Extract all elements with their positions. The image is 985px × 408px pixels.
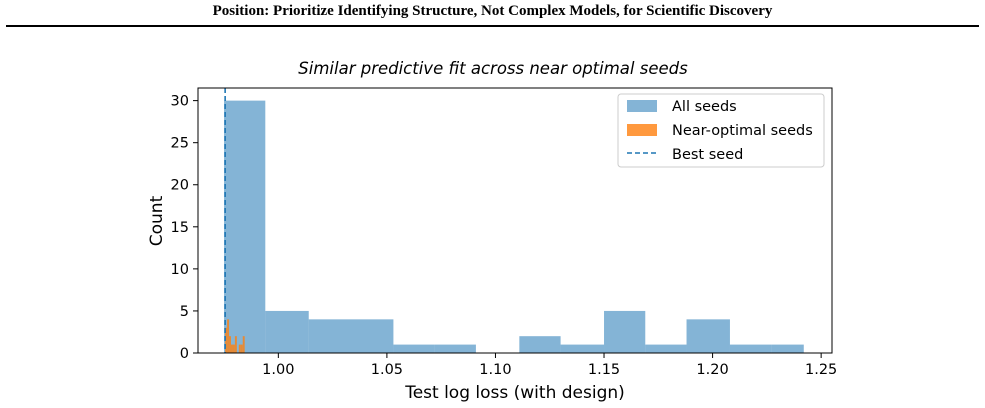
y-tick-label: 5: [180, 304, 189, 320]
y-tick-label: 10: [171, 262, 189, 278]
y-tick-label: 30: [171, 94, 189, 110]
legend-box: [617, 93, 825, 168]
legend-label-near-optimal: Near-optimal seeds: [672, 123, 813, 139]
legend: All seeds Near-optimal seeds Best seed: [617, 93, 825, 168]
near-optimal-bar: [229, 336, 232, 353]
y-tick-label: 0: [180, 346, 189, 362]
all-seeds-bar: [604, 310, 646, 353]
x-tick-label: 1.10: [479, 362, 511, 378]
y-axis-ticks: 0 5 10 15 20 25 30: [171, 94, 198, 362]
all-seeds-bars: [224, 100, 804, 353]
y-axis-label: Count: [147, 195, 167, 246]
x-axis-label: Test log loss (with design): [404, 383, 625, 403]
all-seeds-bar: [560, 344, 605, 353]
x-tick-label: 1.25: [805, 362, 837, 378]
near-optimal-bar: [240, 344, 243, 353]
all-seeds-bar: [308, 319, 350, 353]
legend-label-all-seeds: All seeds: [672, 99, 737, 115]
near-optimal-bar: [242, 336, 245, 353]
x-tick-label: 1.00: [262, 362, 294, 378]
near-optimal-bar: [238, 344, 241, 353]
all-seeds-bar: [645, 344, 687, 353]
legend-swatch-all-seeds: [627, 100, 657, 112]
near-optimal-bar: [231, 344, 233, 353]
chart-title: Similar predictive fit across near optim…: [298, 59, 688, 78]
x-axis-ticks: 1.00 1.05 1.10 1.15 1.20 1.25: [262, 353, 837, 378]
legend-swatch-near-optimal: [627, 124, 657, 136]
all-seeds-bar: [519, 336, 561, 353]
near-optimal-bar: [234, 336, 237, 353]
y-tick-label: 15: [171, 220, 189, 236]
near-optimal-bar: [227, 319, 230, 353]
all-seeds-bar: [224, 100, 266, 353]
paper-running-header: Position: Prioritize Identifying Structu…: [212, 3, 773, 19]
x-tick-label: 1.05: [371, 362, 403, 378]
all-seeds-bar: [393, 344, 435, 353]
near-optimal-bar: [232, 344, 235, 353]
near-optimal-bars: [225, 319, 245, 353]
x-tick-label: 1.20: [696, 362, 728, 378]
near-optimal-bar: [225, 327, 228, 353]
y-tick-label: 25: [171, 136, 189, 152]
all-seeds-bar: [771, 344, 804, 353]
all-seeds-bar: [434, 344, 476, 353]
all-seeds-bar: [265, 310, 309, 353]
all-seeds-bar: [686, 319, 730, 353]
x-tick-label: 1.15: [588, 362, 620, 378]
all-seeds-bar: [349, 319, 394, 353]
header-divider: [6, 25, 979, 27]
all-seeds-bar: [729, 344, 772, 353]
legend-label-best-seed: Best seed: [672, 147, 743, 163]
plot-frame: [197, 87, 833, 354]
y-tick-label: 20: [171, 178, 189, 194]
